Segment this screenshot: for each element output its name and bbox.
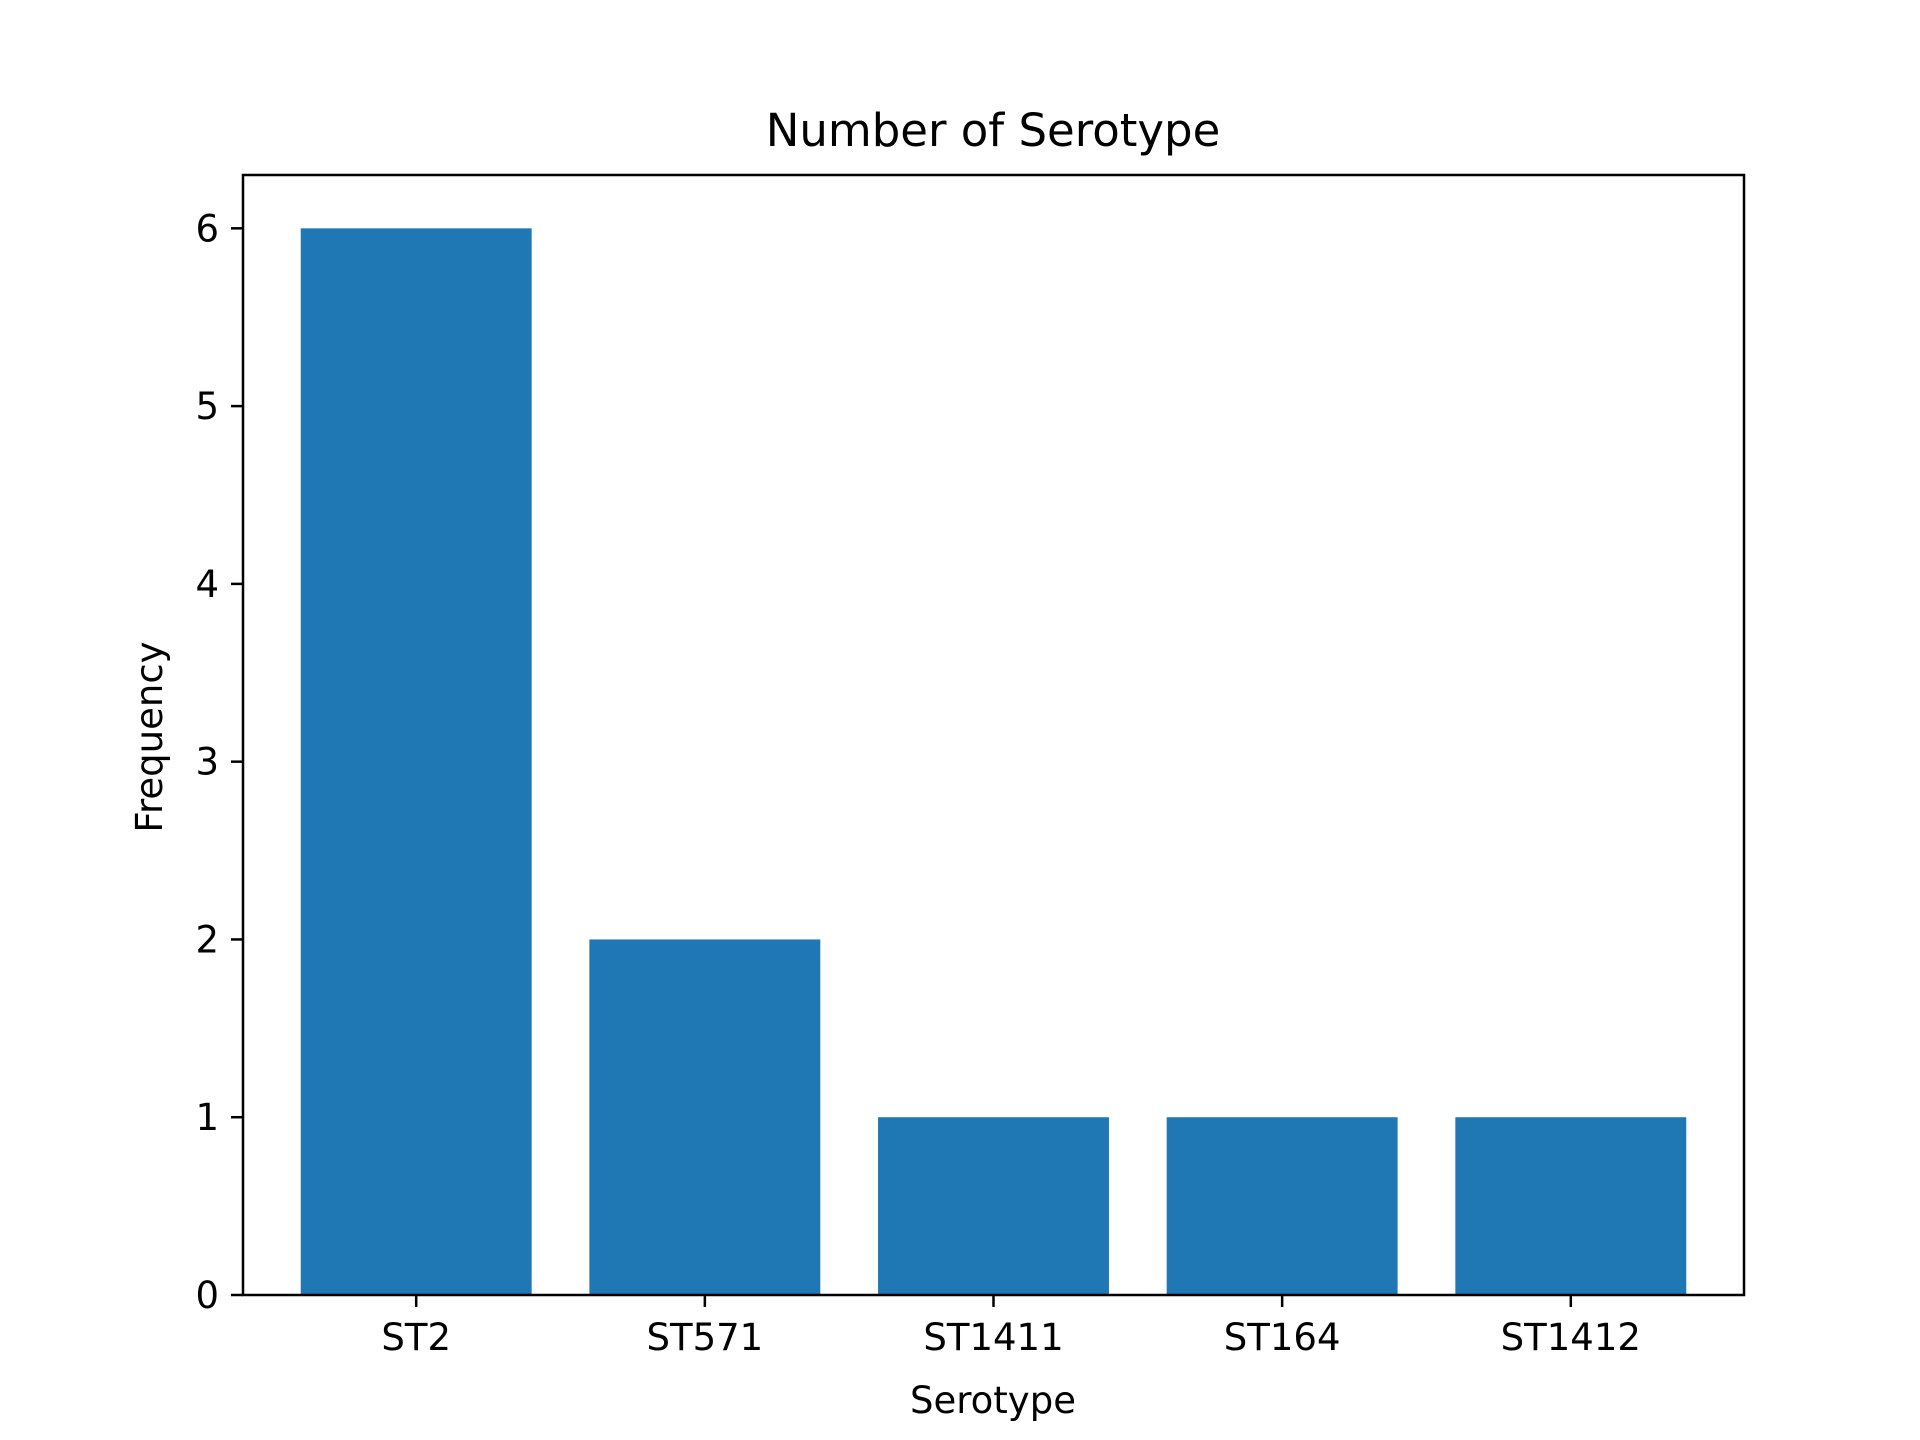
bar-st571 [589,939,821,1295]
x-axis-ticks: ST2 ST571 ST1411 ST164 ST1412 [381,1295,1641,1359]
y-tick-label: 6 [195,207,219,250]
bar-st1411 [878,1117,1109,1295]
x-tick-label: ST1411 [923,1316,1063,1359]
bar-st164 [1166,1117,1398,1295]
x-tick-label: ST1412 [1501,1316,1641,1359]
y-tick-label: 1 [195,1096,219,1139]
y-tick-label: 2 [195,918,219,961]
chart-title: Number of Serotype [766,104,1221,157]
x-tick-label: ST571 [646,1316,763,1359]
bars-layer [300,228,1687,1295]
bar-st2 [300,228,532,1295]
y-axis-ticks: 0 1 2 3 4 5 6 [195,207,243,1317]
x-tick-label: ST164 [1224,1316,1341,1359]
y-tick-label: 3 [195,741,219,784]
x-axis-label: Serotype [910,1379,1076,1422]
bar-st1412 [1455,1117,1687,1295]
y-tick-label: 5 [195,385,219,428]
x-tick-label: ST2 [381,1316,451,1359]
y-tick-label: 4 [195,563,219,606]
y-axis-label: Frequency [128,641,171,832]
plot-frame [241,173,1746,1297]
y-tick-label: 0 [195,1274,219,1317]
